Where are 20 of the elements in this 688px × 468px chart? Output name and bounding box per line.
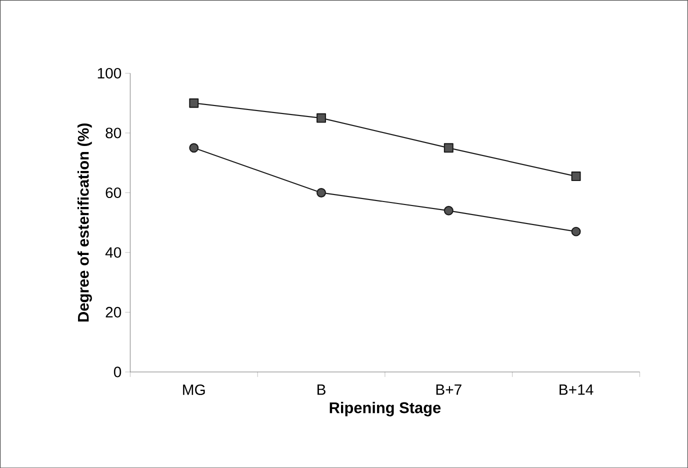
x-tick-label: B+14 xyxy=(560,384,594,395)
point xyxy=(571,226,581,236)
x-tick-label: B+7 xyxy=(436,384,462,395)
x-tick-label: B xyxy=(318,384,326,395)
point xyxy=(189,98,199,108)
point xyxy=(189,143,199,153)
x-tick-label: MG xyxy=(183,384,205,395)
y-tick-label: 100 xyxy=(98,68,122,78)
point xyxy=(316,113,326,123)
point xyxy=(316,188,326,198)
y-tick-label: 80 xyxy=(106,128,122,138)
y-tick-label: 0 xyxy=(114,366,122,378)
point xyxy=(444,206,454,216)
point xyxy=(571,171,581,181)
y-tick-label: 60 xyxy=(106,187,122,198)
y-tick-label: 40 xyxy=(105,247,122,258)
point xyxy=(444,143,454,153)
x-axis-title: Ripening Stage xyxy=(330,402,441,416)
y-axis-title: Degree of esterification (%) xyxy=(77,123,92,322)
y-tick-label: 20 xyxy=(106,306,122,318)
